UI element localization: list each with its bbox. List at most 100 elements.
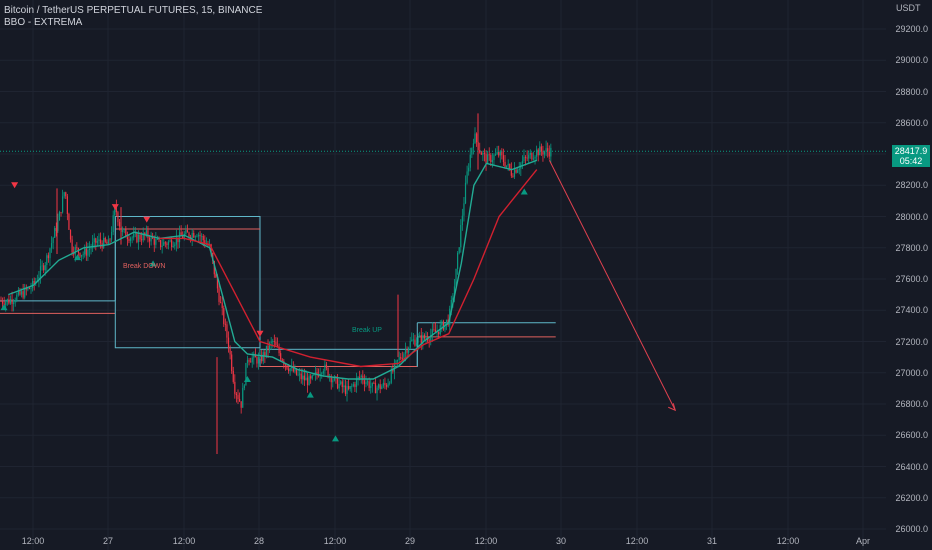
candle-body	[284, 364, 286, 366]
candle-body	[295, 368, 298, 375]
candle-body	[50, 243, 53, 249]
candle-body	[161, 245, 163, 248]
candle-body	[321, 373, 323, 375]
candle-body	[543, 151, 546, 155]
candle-body	[150, 235, 152, 242]
candle-body	[28, 287, 31, 289]
candle-body	[333, 376, 335, 381]
candle-body	[46, 255, 48, 266]
candle-body	[281, 359, 283, 362]
candle-body	[57, 220, 59, 232]
candle-body	[398, 357, 400, 361]
candle-body	[494, 153, 497, 156]
candle-body	[483, 152, 486, 154]
candle-body	[365, 382, 367, 384]
candle-body	[44, 265, 46, 271]
candle-body	[248, 360, 250, 362]
candle-body	[286, 365, 288, 369]
candle-body	[5, 301, 7, 306]
candle-body	[509, 163, 511, 169]
candle-body	[548, 151, 550, 157]
candle-body	[112, 215, 114, 233]
candle-body	[128, 239, 130, 241]
candle-body	[58, 212, 61, 221]
candle-body	[63, 192, 65, 197]
y-tick-label: 27800.0	[895, 242, 928, 253]
candle-body	[379, 384, 381, 389]
candle-body	[205, 244, 207, 245]
candle-body	[458, 247, 460, 254]
candle-body	[349, 386, 351, 389]
candle-body	[310, 376, 312, 379]
candle-body	[434, 329, 437, 333]
candle-body	[250, 361, 252, 363]
candle-body	[39, 266, 42, 277]
x-tick-label: 12:00	[474, 536, 498, 546]
candle-body	[218, 288, 220, 302]
candle-body	[490, 155, 492, 163]
last-price: 28417.9	[894, 146, 928, 156]
candle-body	[246, 360, 249, 363]
candle-body	[438, 331, 440, 335]
candle-body	[231, 354, 233, 371]
price-axis[interactable]: USDT 29200.029000.028800.028600.028400.0…	[886, 0, 932, 550]
candle-body	[269, 343, 271, 351]
candle-body	[431, 329, 433, 336]
candle-body	[191, 232, 193, 239]
candle-body	[141, 239, 143, 241]
candle-body	[84, 248, 86, 255]
candle-body	[197, 234, 200, 237]
candle-body	[485, 153, 487, 164]
candle-body	[362, 375, 364, 381]
candle-body	[107, 239, 110, 244]
x-tick-label: 27	[102, 536, 114, 546]
candle-body	[99, 239, 102, 244]
candle-body	[240, 401, 242, 408]
candle-body	[13, 302, 15, 304]
candle-body	[131, 237, 133, 239]
candle-body	[498, 151, 500, 156]
candle-body	[412, 339, 414, 341]
candle-body	[49, 248, 51, 259]
candle-body	[171, 240, 173, 248]
candle-body	[474, 133, 476, 144]
candle-body	[278, 346, 280, 354]
candle-body	[422, 335, 424, 344]
candle-body	[237, 395, 239, 400]
candle-body	[518, 168, 520, 171]
candle-body	[6, 299, 8, 302]
candle-body	[90, 247, 92, 249]
candle-body	[166, 243, 168, 245]
candle-body	[472, 143, 475, 149]
candle-body	[20, 291, 23, 295]
candle-body	[366, 381, 369, 383]
candle-body	[341, 381, 343, 388]
y-tick-label: 28000.0	[895, 211, 928, 222]
candle-body	[19, 290, 21, 295]
candle-body	[80, 255, 83, 257]
candle-body	[534, 156, 536, 159]
candle-body	[327, 368, 329, 378]
candle-body	[270, 341, 272, 344]
candle-body	[182, 236, 184, 239]
candle-body	[76, 247, 78, 249]
chart-svg[interactable]: Break DOWN Break UP	[0, 0, 886, 550]
candle-body	[242, 387, 244, 408]
candle-body	[354, 384, 356, 387]
candle-body	[314, 372, 317, 375]
x-tick-label: 30	[555, 536, 567, 546]
candle-body	[521, 161, 523, 164]
candle-body	[243, 385, 245, 388]
y-tick-label: 26200.0	[895, 492, 928, 503]
candle-body	[536, 149, 538, 157]
green-ma-line	[8, 159, 538, 380]
y-tick-label: 29200.0	[895, 24, 928, 34]
candle-body	[147, 230, 149, 238]
candle-body	[257, 357, 260, 364]
candle-body	[201, 235, 203, 237]
candle-body	[194, 236, 196, 238]
y-tick-label: 26400.0	[895, 461, 928, 472]
candle-body	[114, 206, 116, 216]
candle-body	[180, 232, 182, 237]
candle-body	[92, 242, 94, 248]
